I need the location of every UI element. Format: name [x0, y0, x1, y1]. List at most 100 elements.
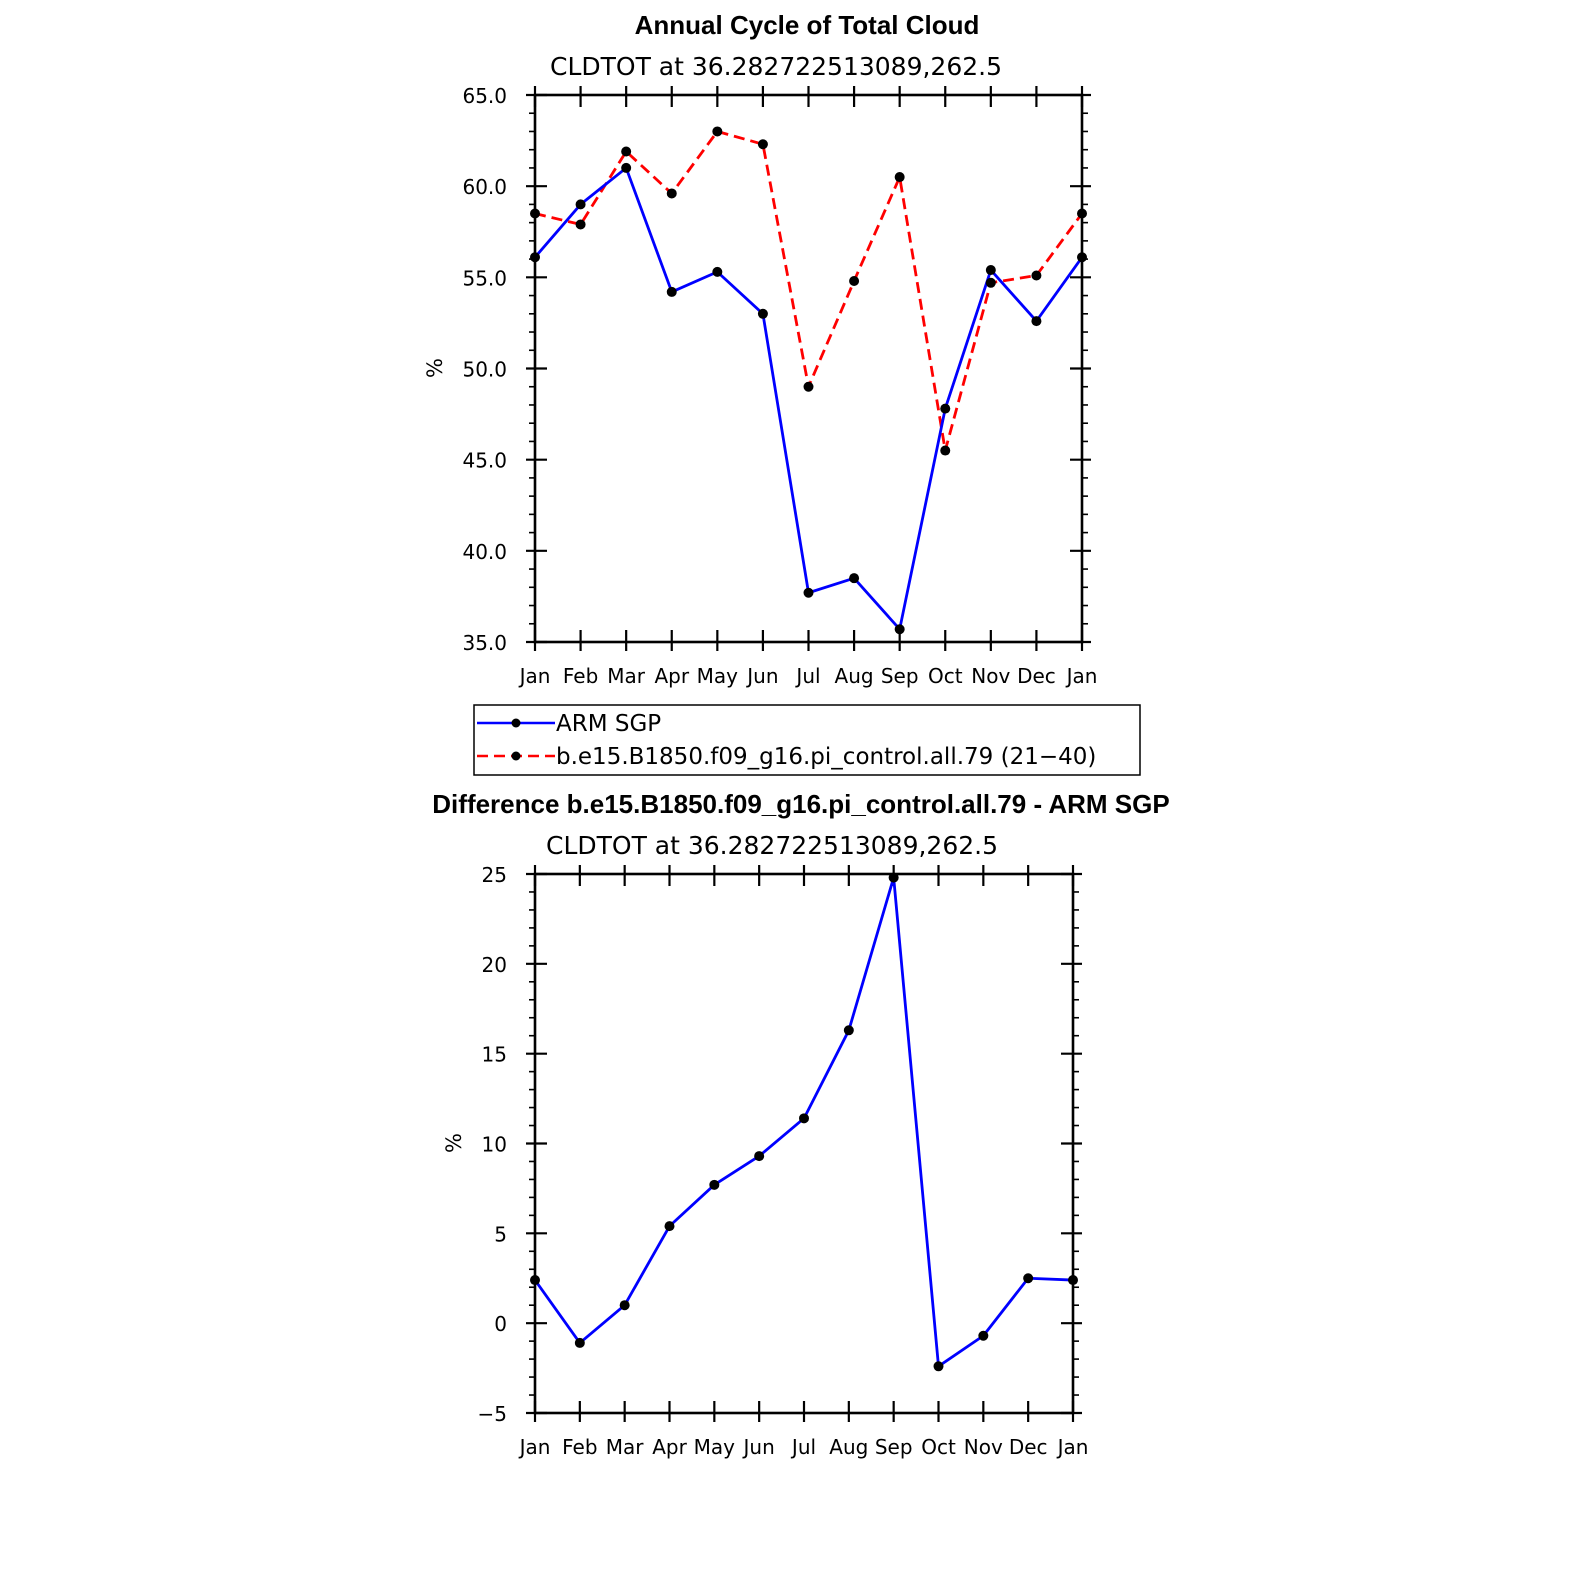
data-point: [574, 1337, 585, 1348]
data-point: [894, 624, 905, 635]
x-tick-label: Jan: [518, 1435, 551, 1459]
data-point: [619, 1300, 630, 1311]
data-point: [621, 162, 632, 173]
data-point: [709, 1179, 720, 1190]
legend-label-model: b.e15.B1850.f09_g16.pi_control.all.79 (2…: [556, 744, 1096, 770]
x-tick-label: Apr: [652, 1435, 687, 1459]
data-point: [666, 286, 677, 297]
data-point: [799, 1113, 809, 1124]
data-point: [1031, 270, 1042, 281]
series-line: [534, 130, 1084, 452]
y-tick-label: 35.0: [462, 631, 507, 655]
data-point: [575, 199, 586, 210]
data-point: [757, 308, 768, 319]
x-tick-label: Dec: [1017, 664, 1056, 688]
difference-chart: Difference b.e15.B1850.f09_g16.pi_contro…: [432, 789, 1169, 1459]
data-point: [940, 445, 951, 456]
y-tick-label: 50.0: [462, 358, 507, 382]
x-tick-label: Jul: [794, 664, 820, 688]
legend-label-arm-sgp: ARM SGP: [556, 711, 661, 737]
x-tick-label: Jan: [1056, 1435, 1089, 1459]
legend-entry-model: b.e15.B1850.f09_g16.pi_control.all.79 (2…: [477, 744, 1096, 770]
y-tick-label: 5: [494, 1222, 507, 1246]
legend-entry-arm-sgp: ARM SGP: [477, 711, 661, 737]
y-tick-label: 15: [482, 1043, 507, 1067]
series-line: [533, 166, 1084, 631]
x-tick-label: Dec: [1009, 1435, 1048, 1459]
y-tick-labels: −5 0 5 10 15 20 25: [478, 863, 507, 1426]
chart-subtitle: CLDTOT at 36.282722513089,262.5: [546, 831, 998, 860]
x-tick-label: Apr: [654, 664, 689, 688]
data-point: [712, 126, 723, 137]
x-tick-label: Jan: [1065, 664, 1098, 688]
data-point: [803, 381, 814, 392]
data-point: [1031, 316, 1042, 327]
data-point: [985, 277, 996, 288]
x-tick-label: Feb: [563, 664, 598, 688]
legend-box: [473, 704, 1141, 776]
y-tick-label: 0: [494, 1312, 507, 1336]
data-point: [849, 275, 860, 286]
x-tick-label: Sep: [881, 664, 919, 688]
y-tick-label: −5: [478, 1402, 507, 1426]
x-tick-label: Jul: [790, 1435, 816, 1459]
x-tick-labels: Jan Feb Mar Apr May Jun Jul Aug Sep Oct Nov Dec Jan: [518, 1435, 1089, 1459]
x-tick-label: Nov: [964, 1435, 1003, 1459]
x-tick-label: Mar: [606, 1435, 645, 1459]
x-tick-label: Mar: [607, 664, 646, 688]
y-tick-label: 25: [482, 863, 507, 887]
data-point: [985, 265, 996, 276]
data-point: [757, 139, 768, 150]
x-tick-label: Feb: [562, 1435, 597, 1459]
x-tick-label: Aug: [835, 664, 874, 688]
annual-cycle-chart: Annual Cycle of Total Cloud CLDTOT at 36…: [423, 10, 1097, 688]
x-tick-label: Jun: [742, 1435, 775, 1459]
chart-title: Difference b.e15.B1850.f09_g16.pi_contro…: [432, 789, 1169, 819]
series-layer: [530, 872, 1078, 1372]
data-point: [575, 219, 586, 230]
data-point: [664, 1221, 675, 1232]
data-point: [666, 188, 677, 199]
series-layer: [530, 126, 1087, 635]
plot-frame: [533, 93, 1084, 644]
y-tick-label: 10: [482, 1133, 507, 1157]
y-tick-labels: 35.0 40.0 45.0 50.0 55.0 60.0 65.0: [462, 84, 507, 655]
y-axis-label: %: [442, 1133, 466, 1153]
data-point: [933, 1361, 944, 1372]
chart-title: Annual Cycle of Total Cloud: [635, 10, 980, 40]
y-tick-label: 20: [482, 953, 507, 977]
y-tick-label: 65.0: [462, 84, 507, 108]
y-tick-label: 45.0: [462, 449, 507, 473]
data-point: [712, 266, 723, 277]
x-tick-label: Oct: [928, 664, 963, 688]
y-tick-label: 40.0: [462, 540, 507, 564]
legend-marker-arm-sgp: [511, 718, 521, 728]
data-point: [940, 403, 951, 414]
x-tick-labels: Jan Feb Mar Apr May Jun Jul Aug Sep Oct Nov Dec Jan: [518, 664, 1098, 688]
x-tick-label: Oct: [921, 1435, 956, 1459]
x-tick-label: Sep: [875, 1435, 913, 1459]
y-axis-label: %: [423, 358, 447, 378]
y-tick-label: 60.0: [462, 175, 507, 199]
x-tick-label: May: [697, 664, 739, 688]
data-point: [849, 573, 860, 584]
data-point: [843, 1025, 854, 1036]
x-tick-label: Nov: [971, 664, 1010, 688]
plot-frame: [533, 872, 1075, 1415]
y-tick-label: 55.0: [462, 266, 507, 290]
axis-ticks: [526, 865, 1082, 1422]
data-point: [803, 587, 814, 598]
x-tick-label: Jun: [745, 664, 778, 688]
axis-ticks: [526, 86, 1091, 651]
x-tick-label: Aug: [829, 1435, 868, 1459]
x-tick-label: May: [694, 1435, 736, 1459]
legend-marker-model: [511, 751, 521, 761]
x-tick-label: Jan: [518, 664, 551, 688]
data-point: [1023, 1273, 1034, 1284]
data-point: [894, 172, 905, 183]
data-point: [978, 1330, 989, 1341]
chart-subtitle: CLDTOT at 36.282722513089,262.5: [550, 52, 1002, 81]
data-point: [621, 146, 632, 157]
data-point: [754, 1151, 765, 1162]
